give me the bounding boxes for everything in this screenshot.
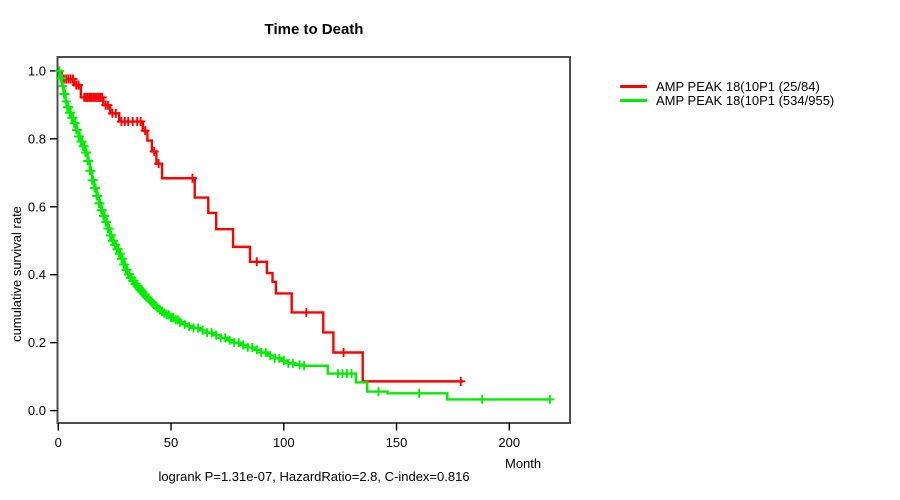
y-tick-label: 0.2	[28, 335, 46, 350]
y-tick-label: 1.0	[28, 63, 46, 78]
censor-mark	[72, 125, 82, 135]
x-tick-label: 200	[498, 435, 520, 450]
censor-mark	[247, 342, 257, 352]
censor-mark	[58, 81, 68, 91]
censor-mark	[252, 345, 262, 355]
legend-label: AMP PEAK 18(10P1 (534/955)	[656, 93, 835, 108]
censor-mark	[95, 198, 105, 208]
y-axis: 0.0 0.2 0.4 0.6 0.8 1.0	[28, 63, 58, 418]
censor-mark	[57, 73, 67, 83]
censor-mark	[414, 388, 424, 398]
y-tick-label: 0.6	[28, 199, 46, 214]
legend-label: AMP PEAK 18(10P1 (25/84)	[656, 79, 820, 94]
censor-mark	[154, 159, 164, 169]
censor-mark	[104, 224, 114, 234]
censor-mark	[193, 323, 203, 333]
censor-mark	[63, 102, 73, 112]
censor-mark	[120, 260, 130, 270]
censor-mark	[97, 205, 107, 215]
censor-mark	[288, 358, 298, 368]
censor-mark	[261, 348, 271, 358]
censor-mark	[211, 330, 221, 340]
censor-mark	[184, 321, 194, 331]
censor-mark	[88, 175, 98, 185]
censor-mark	[136, 117, 146, 127]
y-tick-label: 0.4	[28, 267, 46, 282]
censor-mark	[279, 356, 289, 366]
censor-mark	[545, 394, 555, 404]
censor-mark	[187, 173, 197, 183]
y-tick-label: 0.0	[28, 403, 46, 418]
y-tick-label: 0.8	[28, 131, 46, 146]
censor-mark	[68, 74, 78, 84]
censor-mark	[207, 328, 217, 338]
censor-mark	[225, 335, 235, 345]
censor-mark	[115, 249, 125, 259]
censor-mark	[70, 118, 80, 128]
censor-mark	[477, 394, 487, 404]
censor-mark	[103, 100, 113, 110]
censor-mark	[106, 230, 116, 240]
censor-mark	[60, 89, 70, 99]
censor-mark	[79, 141, 89, 151]
censor-mark	[299, 361, 309, 371]
censor-mark	[301, 307, 311, 317]
legend-line-green	[620, 99, 647, 102]
plot-box	[56, 56, 571, 424]
censor-mark	[118, 254, 128, 264]
censor-mark	[238, 340, 248, 350]
legend-item: AMP PEAK 18(10P1 (25/84)	[620, 79, 834, 94]
censor-mark	[66, 108, 76, 118]
censor-mark	[84, 156, 94, 166]
x-axis-label: Month	[505, 456, 542, 471]
x-tick-label: 150	[386, 435, 408, 450]
x-axis: 0 50 100 150 200	[55, 423, 520, 450]
stats-footnote: logrank P=1.31e-07, HazardRatio=2.8, C-i…	[158, 469, 470, 484]
censor-mark	[180, 319, 190, 329]
censor-mark	[175, 317, 185, 327]
censor-marks	[54, 66, 555, 404]
censor-mark	[91, 183, 101, 193]
censor-mark	[81, 147, 91, 157]
legend: AMP PEAK 18(10P1 (25/84) AMP PEAK 18(10P…	[620, 79, 835, 108]
censor-mark	[295, 360, 305, 370]
survival-curve	[58, 69, 464, 383]
x-tick-label: 0	[55, 435, 62, 450]
chart-title: Time to Death	[264, 21, 364, 38]
censor-mark	[100, 211, 110, 221]
censor-mark	[93, 191, 103, 201]
censor-mark	[111, 108, 121, 118]
censor-mark	[198, 325, 208, 335]
censor-mark	[74, 80, 84, 90]
censor-mark	[77, 137, 87, 147]
censor-mark	[234, 338, 244, 348]
censor-mark	[86, 166, 96, 176]
censor-mark	[265, 351, 275, 361]
censor-mark	[149, 146, 159, 156]
censor-mark	[61, 96, 71, 106]
censor-mark	[97, 92, 107, 102]
censor-mark	[220, 333, 230, 343]
censor-mark	[54, 66, 64, 76]
legend-line-red	[620, 85, 647, 88]
censor-mark	[346, 369, 356, 379]
legend-item: AMP PEAK 18(10P1 (534/955)	[620, 93, 835, 108]
x-tick-label: 50	[164, 435, 178, 450]
censor-mark	[75, 131, 85, 141]
censor-mark	[274, 353, 284, 363]
censor-mark	[252, 257, 262, 267]
censor-mark	[339, 348, 349, 358]
censor-mark	[373, 387, 383, 397]
x-tick-label: 100	[273, 435, 295, 450]
censor-mark	[102, 217, 112, 227]
plot-border	[56, 56, 571, 424]
censor-mark	[68, 113, 78, 123]
censor-mark	[456, 376, 466, 386]
censor-mark	[140, 126, 150, 136]
